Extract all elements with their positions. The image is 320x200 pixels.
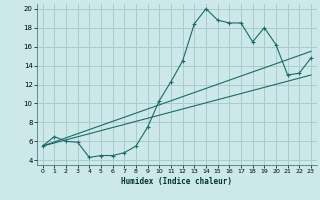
X-axis label: Humidex (Indice chaleur): Humidex (Indice chaleur) <box>121 177 232 186</box>
